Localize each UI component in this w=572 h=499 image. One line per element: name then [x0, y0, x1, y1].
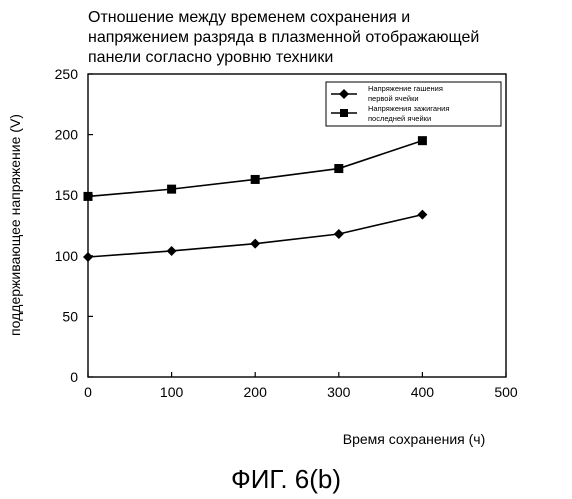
- x-tick-label: 300: [327, 384, 351, 400]
- series-2-point: [334, 164, 343, 173]
- x-axis-label: Время сохранения (ч): [343, 431, 486, 447]
- legend-label-series-1-line-1: Напряжение гашения: [368, 84, 443, 93]
- y-tick-label: 100: [55, 248, 79, 264]
- chart-title-line-3: панели согласно уровню техники: [88, 49, 333, 66]
- y-axis-label: поддерживающее напряжение (V): [7, 114, 23, 336]
- series-1: [83, 210, 427, 262]
- series-2-point: [251, 175, 260, 184]
- series-2-point: [418, 136, 427, 145]
- series-2: [84, 136, 427, 201]
- series-2-point: [84, 192, 93, 201]
- legend-label-series-1-line-2: первой ячейки: [368, 94, 419, 103]
- x-tick-label: 0: [84, 384, 92, 400]
- series-1-point: [334, 229, 344, 239]
- y-tick-label: 0: [70, 369, 78, 385]
- x-axis-ticks: 0 100 200 300 400 500: [84, 372, 518, 400]
- x-tick-label: 400: [411, 384, 435, 400]
- x-tick-label: 500: [494, 384, 518, 400]
- y-tick-label: 250: [55, 66, 79, 82]
- x-tick-label: 100: [160, 384, 184, 400]
- legend: Напряжение гашения первой ячейки Напряже…: [326, 82, 501, 126]
- chart-title-line-1: Отношение между временем сохранения и: [88, 9, 410, 26]
- series-1-line: [88, 215, 422, 257]
- y-tick-label: 150: [55, 187, 79, 203]
- series-1-point: [417, 210, 427, 220]
- series-1-point: [83, 252, 93, 262]
- legend-label-series-2-line-1: Напряжения зажигания: [368, 104, 449, 113]
- series-1-point: [250, 239, 260, 249]
- series-1-point: [167, 246, 177, 256]
- x-tick-label: 200: [244, 384, 268, 400]
- legend-label-series-2-line-2: последней ячейки: [368, 114, 431, 123]
- series-2-point: [167, 185, 176, 194]
- legend-square-marker: [340, 109, 348, 117]
- chart-title-line-2: напряжением разряда в плазменной отображ…: [88, 29, 479, 46]
- series-2-line: [88, 141, 422, 197]
- series-layer: [83, 136, 427, 262]
- figure-caption: ФИГ. 6(b): [231, 464, 341, 494]
- y-axis-ticks: 0 50 100 150 200 250: [55, 66, 93, 385]
- y-tick-label: 200: [55, 127, 79, 143]
- y-tick-label: 50: [62, 308, 78, 324]
